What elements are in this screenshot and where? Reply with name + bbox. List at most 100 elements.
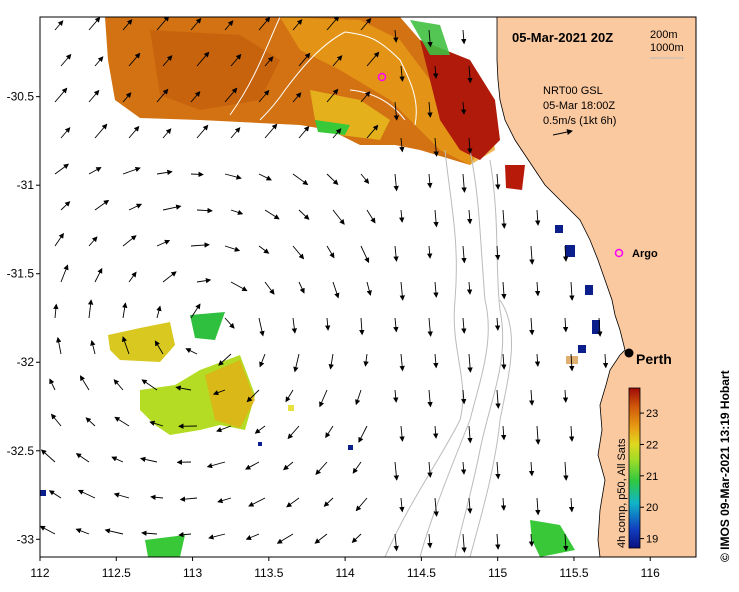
current-vector xyxy=(54,87,68,103)
current-vector xyxy=(399,137,405,153)
current-vector xyxy=(94,56,104,67)
current-vector xyxy=(461,317,467,334)
current-vector xyxy=(461,173,467,193)
current-vector xyxy=(113,379,124,391)
current-vector xyxy=(141,530,158,536)
current-vector xyxy=(332,281,340,299)
current-vector xyxy=(56,336,62,355)
current-vector xyxy=(461,245,467,264)
current-vector xyxy=(224,173,242,180)
current-vector xyxy=(77,489,96,499)
current-vector xyxy=(360,91,371,103)
current-vector xyxy=(529,245,535,265)
current-vector xyxy=(528,461,535,477)
current-vector xyxy=(60,201,71,211)
current-vector xyxy=(276,533,294,544)
current-vector xyxy=(156,305,162,319)
current-vector xyxy=(291,317,298,334)
y-tick-label: -32 xyxy=(17,355,35,369)
colorbar-tick-label: 21 xyxy=(646,471,658,483)
current-vector xyxy=(286,497,300,508)
current-vector xyxy=(315,461,328,475)
current-vector xyxy=(154,340,164,355)
current-vector xyxy=(427,29,433,48)
current-vector xyxy=(162,128,172,139)
current-vector xyxy=(156,169,173,176)
current-vector xyxy=(190,171,204,178)
current-vector xyxy=(495,533,501,550)
current-vector xyxy=(393,101,400,121)
current-vector xyxy=(196,51,210,67)
current-vector xyxy=(190,242,210,248)
x-tick-label: 112 xyxy=(30,566,49,580)
current-vector xyxy=(175,385,192,391)
current-vector xyxy=(224,20,234,31)
perth-label: Perth xyxy=(636,351,672,367)
argo-label: Argo xyxy=(632,248,658,260)
current-vector xyxy=(248,497,266,507)
current-vector xyxy=(568,425,575,442)
current-vector xyxy=(75,453,90,463)
current-vector xyxy=(298,52,311,67)
current-vector xyxy=(433,281,439,298)
current-vector xyxy=(217,497,232,504)
current-vector xyxy=(568,497,575,513)
current-vector xyxy=(535,209,541,226)
y-tick-label: -31 xyxy=(17,178,35,192)
current-vector xyxy=(563,533,569,552)
x-tick-label: 116 xyxy=(641,566,660,580)
perth-marker xyxy=(624,348,634,358)
current-vector xyxy=(467,497,473,514)
current-vector xyxy=(94,267,103,283)
current-vector xyxy=(141,379,158,391)
current-vector xyxy=(156,17,170,31)
current-vector xyxy=(156,239,171,247)
current-vector xyxy=(190,91,201,103)
current-vector xyxy=(360,245,370,264)
current-vector xyxy=(162,204,182,211)
current-vector xyxy=(358,425,368,443)
current-vector xyxy=(88,89,100,103)
current-vector xyxy=(54,20,64,31)
current-vector xyxy=(460,101,467,115)
current-vector xyxy=(393,317,399,333)
current-vector xyxy=(287,425,300,440)
current-vector xyxy=(535,425,541,445)
current-vector xyxy=(298,281,305,294)
current-vector xyxy=(206,461,226,469)
current-vector xyxy=(230,209,244,215)
current-vector xyxy=(196,124,209,139)
current-vector xyxy=(467,209,473,225)
current-vector xyxy=(500,425,507,441)
current-vector xyxy=(461,29,467,45)
current-vector xyxy=(529,389,535,406)
current-vector xyxy=(230,53,242,67)
current-vector xyxy=(495,461,501,480)
current-vector xyxy=(285,389,294,403)
current-vector xyxy=(258,173,272,181)
x-tick-label: 115.5 xyxy=(559,566,588,580)
current-vector xyxy=(264,281,275,295)
y-tick-label: -33 xyxy=(17,532,35,546)
current-vector xyxy=(351,533,362,543)
current-vector xyxy=(433,497,439,517)
current-vector xyxy=(332,55,343,67)
current-vector xyxy=(258,17,271,31)
current-vector xyxy=(393,461,400,481)
current-time: 05-Mar 18:00Z xyxy=(543,100,615,112)
current-vector xyxy=(326,245,335,259)
current-vector xyxy=(569,281,575,301)
current-vector xyxy=(128,203,143,211)
current-vector xyxy=(359,317,365,336)
map-title: 05-Mar-2021 20Z xyxy=(512,30,613,45)
current-vector xyxy=(104,528,124,535)
current-vector xyxy=(212,389,226,396)
current-vector xyxy=(190,303,201,319)
current-vector xyxy=(399,209,405,223)
colorbar-tick-label: 19 xyxy=(646,534,658,546)
x-tick-label: 114 xyxy=(336,566,355,580)
y-tick-label: -31.5 xyxy=(7,267,35,281)
current-vector xyxy=(140,456,158,463)
current-vector xyxy=(569,353,575,372)
